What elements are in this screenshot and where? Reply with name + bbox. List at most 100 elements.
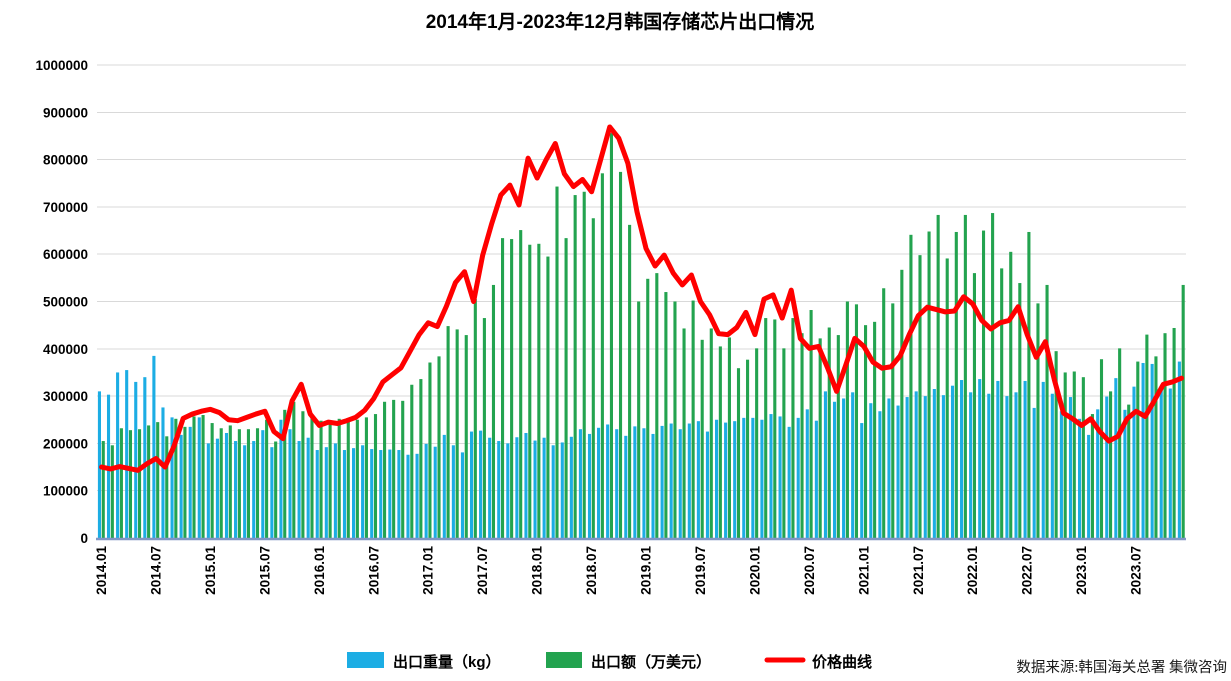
value-bar — [600, 173, 604, 538]
weight-bar — [978, 379, 982, 538]
y-tick-label: 100000 — [43, 484, 88, 499]
value-bar — [682, 328, 686, 538]
weight-bar — [606, 424, 610, 538]
value-bar — [510, 239, 514, 538]
weight-bar — [306, 437, 310, 538]
data-source-note: 数据来源:韩国海关总署 集微咨询 — [1016, 659, 1227, 676]
value-bar — [664, 292, 668, 538]
value-bar — [555, 186, 559, 538]
weight-bar — [252, 441, 256, 538]
value-bar — [283, 409, 287, 538]
value-bar — [482, 318, 486, 538]
value-bar — [437, 356, 441, 538]
x-tick-label: 2017.07 — [475, 546, 490, 595]
value-bar — [410, 384, 414, 538]
weight-bar — [1114, 378, 1118, 538]
weight-legend-swatch — [347, 652, 384, 668]
weight-bar — [279, 419, 283, 538]
value-bar — [428, 362, 432, 538]
weight-bar — [397, 450, 401, 538]
value-bar — [192, 416, 196, 538]
value-bar — [709, 328, 713, 538]
value-bar — [700, 339, 704, 538]
weight-bar — [987, 393, 991, 538]
weight-bar — [497, 441, 501, 538]
value-bar — [827, 327, 831, 538]
value-bar — [528, 244, 532, 539]
value-bar — [809, 310, 813, 538]
value-bar — [927, 231, 931, 538]
y-tick-label: 200000 — [43, 436, 88, 451]
value-bar — [1000, 268, 1004, 538]
weight-bar — [161, 407, 165, 538]
weight-bar — [234, 441, 238, 538]
x-tick-label: 2015.01 — [203, 546, 218, 595]
x-tick-label: 2021.01 — [856, 546, 871, 595]
value-bar — [546, 256, 550, 538]
weight-bar — [1041, 381, 1045, 538]
y-tick-label: 700000 — [43, 200, 88, 215]
x-tick-label: 2019.07 — [693, 546, 708, 595]
value-bar — [818, 338, 822, 538]
value-bar — [1181, 284, 1185, 538]
weight-bar — [288, 429, 292, 538]
weight-bar — [215, 438, 219, 538]
value-bar — [110, 445, 114, 538]
weight-bar — [660, 425, 664, 538]
value-bar — [1036, 303, 1040, 538]
x-tick-label: 2014.07 — [148, 546, 163, 595]
weight-bar — [587, 433, 592, 538]
value-bar — [455, 329, 459, 538]
value-bar — [972, 273, 976, 538]
value-bar — [673, 301, 677, 538]
value-bar — [882, 288, 886, 538]
value-bar — [464, 335, 468, 538]
weight-bar — [842, 398, 846, 538]
weight-bar — [960, 380, 964, 538]
weight-bar — [669, 423, 673, 538]
value-bar — [573, 195, 577, 538]
value-bar — [519, 230, 523, 538]
weight-bar — [678, 429, 682, 538]
value-bar — [655, 273, 659, 538]
weight-bar — [742, 417, 746, 538]
weight-bar — [406, 454, 410, 538]
value-bar — [501, 238, 505, 538]
weight-bar — [624, 435, 628, 538]
weight-bar — [733, 421, 737, 538]
value-bar — [782, 348, 786, 538]
value-bars-series — [101, 133, 1185, 539]
weight-bar — [1032, 407, 1036, 538]
weight-bar — [415, 453, 419, 538]
value-bar — [383, 401, 387, 538]
value-bar — [292, 401, 296, 538]
weight-bar — [751, 417, 755, 538]
value-bar — [1027, 231, 1031, 538]
weight-bar — [769, 414, 773, 538]
x-tick-label: 2015.07 — [257, 546, 272, 595]
x-tick-label: 2014.01 — [94, 546, 109, 595]
weight-bar — [1168, 388, 1172, 538]
value-bar — [128, 430, 133, 538]
value-bar — [591, 218, 595, 538]
y-tick-label: 600000 — [43, 247, 88, 262]
weight-bar — [342, 450, 347, 538]
value-bar — [1054, 351, 1058, 538]
value-bar — [1172, 327, 1176, 538]
value-bar — [954, 231, 958, 538]
value-bar — [564, 238, 568, 538]
x-tick-label: 2016.01 — [312, 546, 327, 595]
weight-bar — [506, 443, 510, 538]
weight-bar — [324, 447, 328, 538]
weight-bar — [615, 429, 619, 538]
weight-bar — [1005, 396, 1009, 538]
weight-legend-label: 出口重量（kg） — [393, 653, 501, 671]
value-bar — [1136, 361, 1140, 538]
value-bar — [582, 191, 586, 538]
weight-bar — [1014, 392, 1018, 538]
value-bar — [1154, 356, 1158, 538]
value-bar — [265, 419, 269, 538]
weight-bar — [1023, 380, 1027, 538]
value-bar — [1109, 391, 1113, 538]
value-bar — [1081, 377, 1085, 538]
